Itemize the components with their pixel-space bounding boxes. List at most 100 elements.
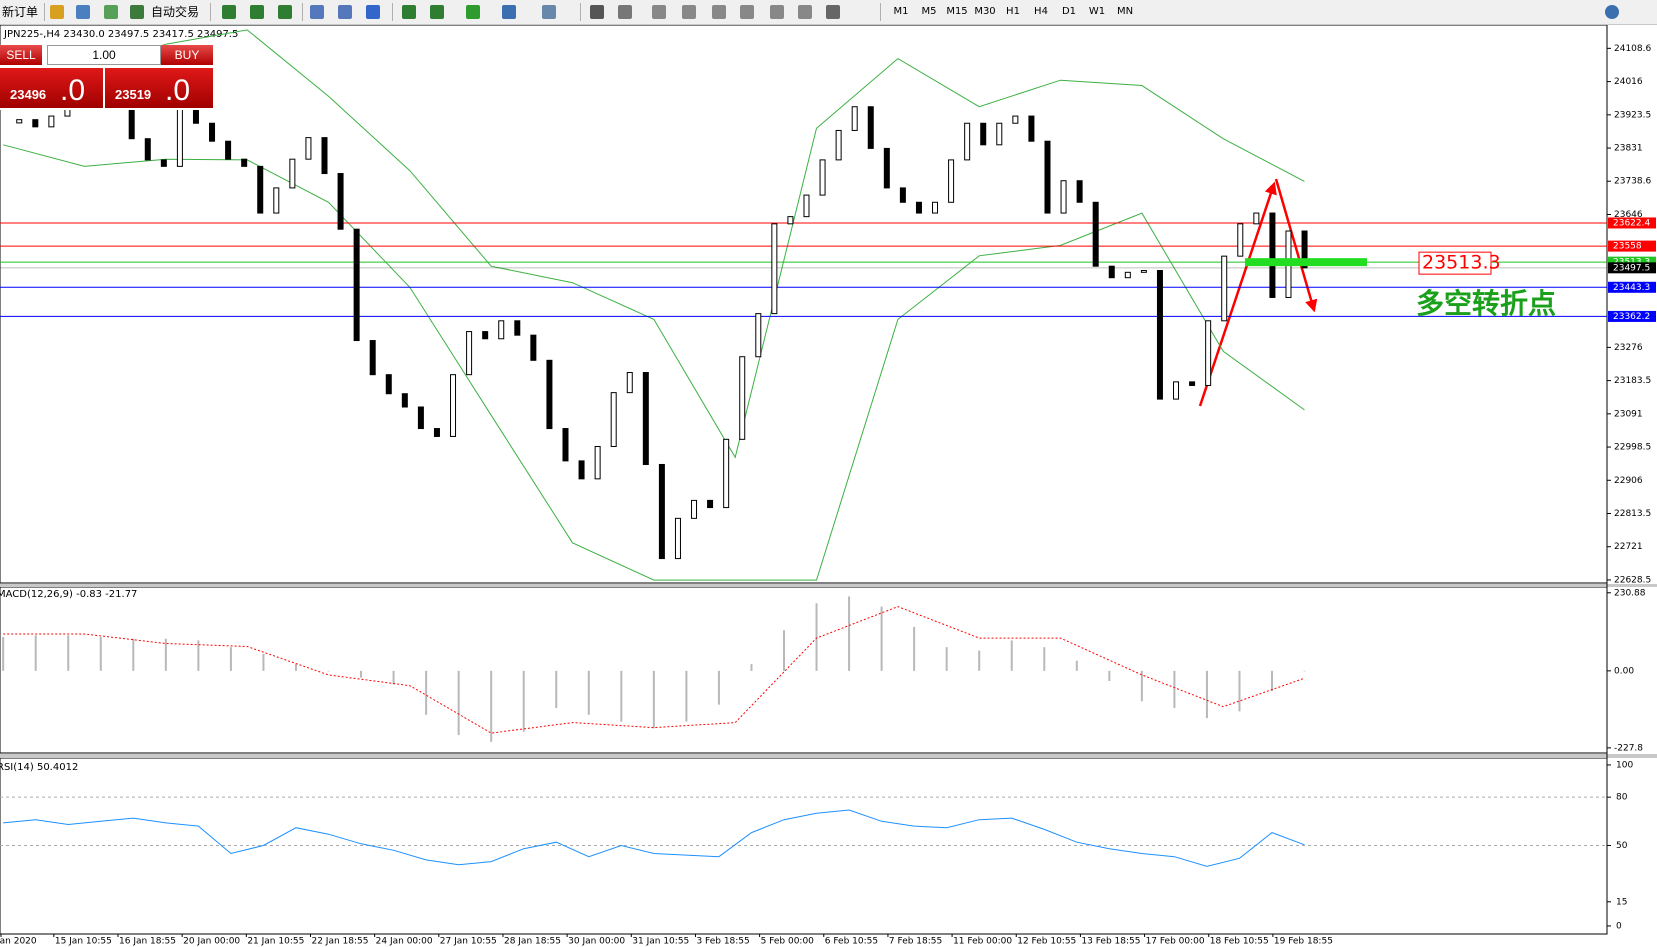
y-tick-label: 22813.5	[1614, 509, 1651, 519]
candle-body	[787, 216, 794, 225]
icon[interactable]	[366, 5, 380, 19]
macd-bar	[848, 596, 851, 671]
icon[interactable]	[712, 5, 726, 19]
x-tick-label: 17 Feb 00:00	[1146, 937, 1205, 947]
candle-body	[755, 313, 762, 358]
macd-bar	[1238, 670, 1241, 712]
panel-divider	[0, 584, 1657, 587]
macd-bar	[1140, 670, 1143, 702]
icon[interactable]	[278, 5, 292, 19]
icon[interactable]	[740, 5, 754, 19]
buy-button[interactable]: BUY	[161, 45, 213, 65]
icon[interactable]	[104, 5, 118, 19]
candle-body	[48, 115, 55, 128]
icon[interactable]	[402, 5, 416, 19]
up-arrow	[1198, 181, 1277, 407]
macd-bar	[1043, 647, 1046, 671]
y-tick-label: 100	[1616, 760, 1633, 770]
icon[interactable]	[250, 5, 264, 19]
auto-trading-button[interactable]: 自动交易	[151, 5, 200, 19]
y-tick-label: 22906	[1614, 476, 1643, 486]
candle-body	[498, 320, 505, 340]
icon[interactable]	[798, 5, 812, 19]
ask-fraction: .0	[165, 74, 191, 107]
icon[interactable]	[502, 5, 516, 19]
candle-body	[433, 428, 440, 437]
icon[interactable]	[826, 5, 840, 19]
macd-bar	[1271, 670, 1274, 692]
search-icon[interactable]	[1605, 5, 1619, 19]
macd-bar	[717, 670, 720, 705]
icon[interactable]	[222, 5, 236, 19]
timeframe-button[interactable]: D1	[1061, 6, 1077, 17]
price-level-label: 23497.5	[1613, 263, 1650, 273]
timeframe-button[interactable]: MN	[1116, 6, 1134, 17]
candle-body	[1012, 115, 1019, 124]
icon[interactable]	[652, 5, 666, 19]
candle-body	[1173, 381, 1180, 400]
candle-body	[1060, 180, 1067, 214]
icon[interactable]	[618, 5, 632, 19]
candle-body	[1108, 265, 1115, 279]
lots-input[interactable]: 1.00	[47, 45, 161, 65]
timeframe-button[interactable]: M1	[893, 6, 909, 17]
icon[interactable]	[542, 5, 556, 19]
macd-bar	[197, 640, 200, 671]
candle-body	[1124, 271, 1131, 279]
macd-bar	[945, 647, 948, 671]
macd-bar	[815, 603, 818, 671]
y-tick-label: 23183.5	[1614, 376, 1651, 386]
macd-bar	[2, 637, 5, 671]
x-tick-label: Jan 2020	[0, 937, 37, 947]
macd-bar	[522, 670, 525, 732]
macd-bar	[67, 635, 70, 671]
y-tick-label: 23646	[1614, 210, 1643, 220]
macd-bar	[99, 637, 102, 671]
timeframe-button[interactable]: W1	[1088, 6, 1106, 17]
icon[interactable]	[76, 5, 90, 19]
macd-bar	[978, 650, 981, 671]
y-tick-label: 80	[1616, 793, 1628, 803]
macd-bar	[1173, 670, 1176, 709]
candle-body	[803, 194, 810, 218]
rsi-line	[3, 809, 1305, 867]
timeframe-button[interactable]: M5	[921, 6, 937, 17]
price-level-tag	[1608, 256, 1656, 268]
icon[interactable]	[430, 5, 444, 19]
timeframe-button[interactable]: M30	[974, 6, 996, 17]
icon[interactable]	[466, 5, 480, 19]
timeframe-button[interactable]: H4	[1034, 6, 1048, 17]
icon[interactable]	[590, 5, 604, 19]
icon[interactable]	[310, 5, 324, 19]
y-tick-label: 15	[1616, 897, 1627, 907]
y-tick-label: 0.00	[1614, 666, 1634, 676]
x-tick-label: 24 Jan 00:00	[376, 937, 433, 947]
icon[interactable]	[770, 5, 784, 19]
candle-body	[1076, 180, 1083, 203]
candle-body	[160, 159, 167, 167]
candle-body	[1028, 115, 1035, 142]
main-panel	[0, 24, 1608, 584]
candle-body	[851, 106, 858, 131]
icon[interactable]	[682, 5, 696, 19]
sell-button[interactable]: SELL	[0, 45, 42, 65]
turning-point-text: 多空转折点	[1416, 287, 1556, 320]
candle-body	[883, 147, 890, 189]
macd-bar	[685, 670, 688, 722]
candle-body	[835, 129, 842, 161]
icon[interactable]	[50, 5, 64, 19]
icon[interactable]	[338, 5, 352, 19]
macd-bar	[1303, 670, 1306, 672]
timeframe-button[interactable]: M15	[946, 6, 968, 17]
new-order-button[interactable]: 新订单	[2, 5, 39, 19]
macd-bar	[392, 670, 395, 685]
ask-box[interactable]: 23519 .0	[105, 68, 213, 108]
candle-body	[1189, 381, 1196, 386]
candle-body	[353, 228, 360, 342]
icon[interactable]	[130, 5, 144, 19]
x-tick-label: 15 Jan 10:55	[55, 937, 112, 947]
timeframe-button[interactable]: H1	[1006, 6, 1020, 17]
bid-box[interactable]: 23496 .0	[0, 68, 103, 108]
macd-bar	[457, 670, 460, 736]
